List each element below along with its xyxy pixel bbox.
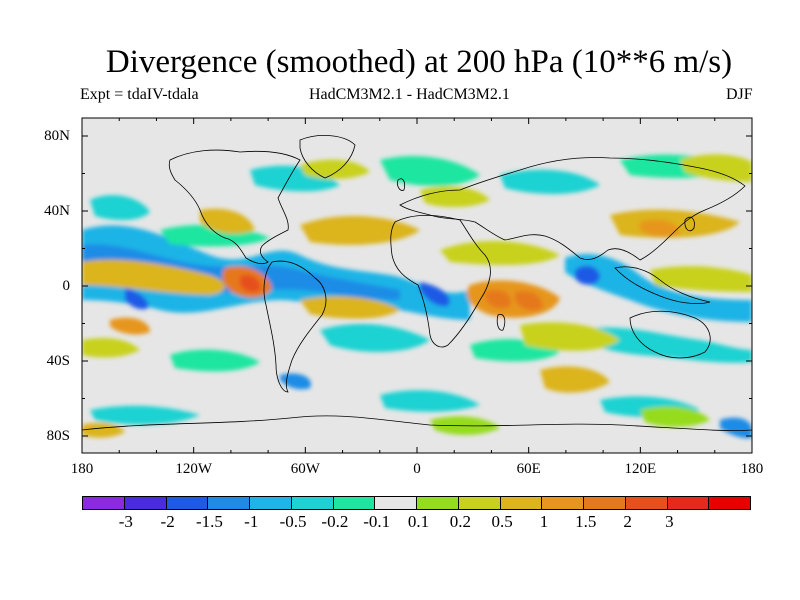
- colorbar-label: 0.5: [491, 512, 513, 531]
- coast-australia: [629, 310, 711, 359]
- lat-tick-label: 80S: [46, 428, 70, 444]
- colorbar-label: -1: [244, 512, 259, 531]
- colorbar-swatch: [542, 497, 584, 509]
- colorbar-label: 2: [623, 512, 632, 531]
- colorbar-swatch: [458, 497, 501, 509]
- field-region: [640, 219, 680, 237]
- colorbar-swatch: [83, 497, 125, 509]
- field-region: [300, 159, 370, 180]
- field-region: [540, 366, 610, 393]
- model-label: HadCM3M2.1 - HadCM3M2.1: [309, 86, 510, 103]
- field-region: [520, 322, 620, 351]
- lat-tick-label: 40N: [44, 203, 70, 219]
- colorbar-swatch: [375, 497, 417, 509]
- colorbar-swatch: [709, 497, 750, 509]
- field-region: [380, 155, 480, 187]
- lon-tick-label: 60E: [516, 461, 541, 477]
- lat-tick-label: 40S: [46, 353, 70, 369]
- lat-tick-label: 80N: [44, 128, 70, 144]
- colorbar-swatch: [250, 497, 292, 509]
- coast-africa: [390, 215, 491, 348]
- field-region: [500, 169, 600, 194]
- field-region: [300, 296, 400, 319]
- colorbar-label: 3: [665, 512, 674, 531]
- field-region: [280, 373, 311, 390]
- field-region: [90, 405, 200, 425]
- coast-eurasia: [399, 157, 746, 261]
- lon-tick-label: 120W: [175, 461, 212, 477]
- colorbar-label: 0.1: [407, 512, 430, 531]
- field-region: [380, 390, 480, 412]
- colorbar-swatch: [291, 497, 334, 509]
- field-region: [720, 417, 752, 439]
- coast-north-america: [168, 149, 301, 265]
- field-region: [515, 290, 543, 311]
- coast-southeast-asia: [614, 266, 711, 304]
- colorbar-swatch: [333, 497, 376, 509]
- field-region: [420, 186, 490, 208]
- field-region: [565, 254, 752, 322]
- field-region: [575, 265, 600, 285]
- field-region: [82, 259, 225, 295]
- colorbar: [82, 496, 751, 510]
- field-region: [420, 282, 450, 307]
- field-region: [580, 327, 752, 363]
- coast-japan: [684, 216, 695, 232]
- colorbar-swatch: [166, 497, 209, 509]
- colorbar-label: -0.1: [363, 512, 391, 531]
- field-region: [300, 215, 420, 245]
- field-region: [680, 154, 752, 182]
- colorbar-label: -0.2: [321, 512, 349, 531]
- colorbar-label: -0.5: [279, 512, 307, 531]
- field-region: [125, 288, 149, 310]
- coast-greenland: [299, 135, 356, 179]
- coast-madagascar: [496, 313, 506, 331]
- coast-uk: [397, 178, 406, 191]
- lon-tick-label: 180: [70, 461, 94, 477]
- lon-tick-label: 180: [740, 461, 764, 477]
- colorbar-swatch: [417, 497, 459, 509]
- divergence-field: [82, 154, 752, 439]
- coastlines: [82, 135, 752, 431]
- field-region: [650, 266, 752, 292]
- colorbar-label: 1: [539, 512, 549, 531]
- coast-antarctica: [82, 415, 752, 431]
- lat-tick-label: 0: [62, 278, 71, 294]
- axis-ticks: [81, 118, 753, 453]
- colorbar-swatch: [625, 497, 668, 509]
- field-region: [200, 208, 255, 234]
- field-region: [90, 195, 150, 221]
- colorbar-label: 0.2: [449, 512, 471, 531]
- colorbar-label: -1.5: [195, 512, 223, 531]
- field-region: [320, 323, 430, 352]
- colorbar-swatch: [667, 497, 710, 509]
- colorbar-swatch: [124, 497, 167, 509]
- field-region: [485, 289, 511, 309]
- colorbar-label: 1.5: [575, 512, 597, 531]
- colorbar-label: -3: [118, 512, 133, 531]
- lon-tick-label: 60W: [290, 461, 320, 477]
- colorbar-swatch: [208, 497, 250, 509]
- lon-tick-label: 0: [413, 461, 421, 477]
- coast-south-america: [263, 260, 327, 393]
- field-region: [82, 338, 140, 358]
- field-region: [240, 274, 261, 293]
- colorbar-swatch: [500, 497, 543, 509]
- field-region: [640, 406, 710, 427]
- lon-tick-label: 120E: [624, 461, 657, 477]
- season-label: DJF: [726, 86, 753, 103]
- colorbar-swatch: [584, 497, 626, 509]
- plot-title: Divergence (smoothed) at 200 hPa (10**6 …: [105, 44, 733, 80]
- field-region: [82, 422, 125, 438]
- field-region: [110, 317, 150, 335]
- experiment-label: Expt = tdaIV-tdala: [80, 86, 199, 103]
- field-region: [170, 349, 260, 372]
- field-region: [440, 240, 560, 266]
- colorbar-label: -2: [160, 512, 175, 531]
